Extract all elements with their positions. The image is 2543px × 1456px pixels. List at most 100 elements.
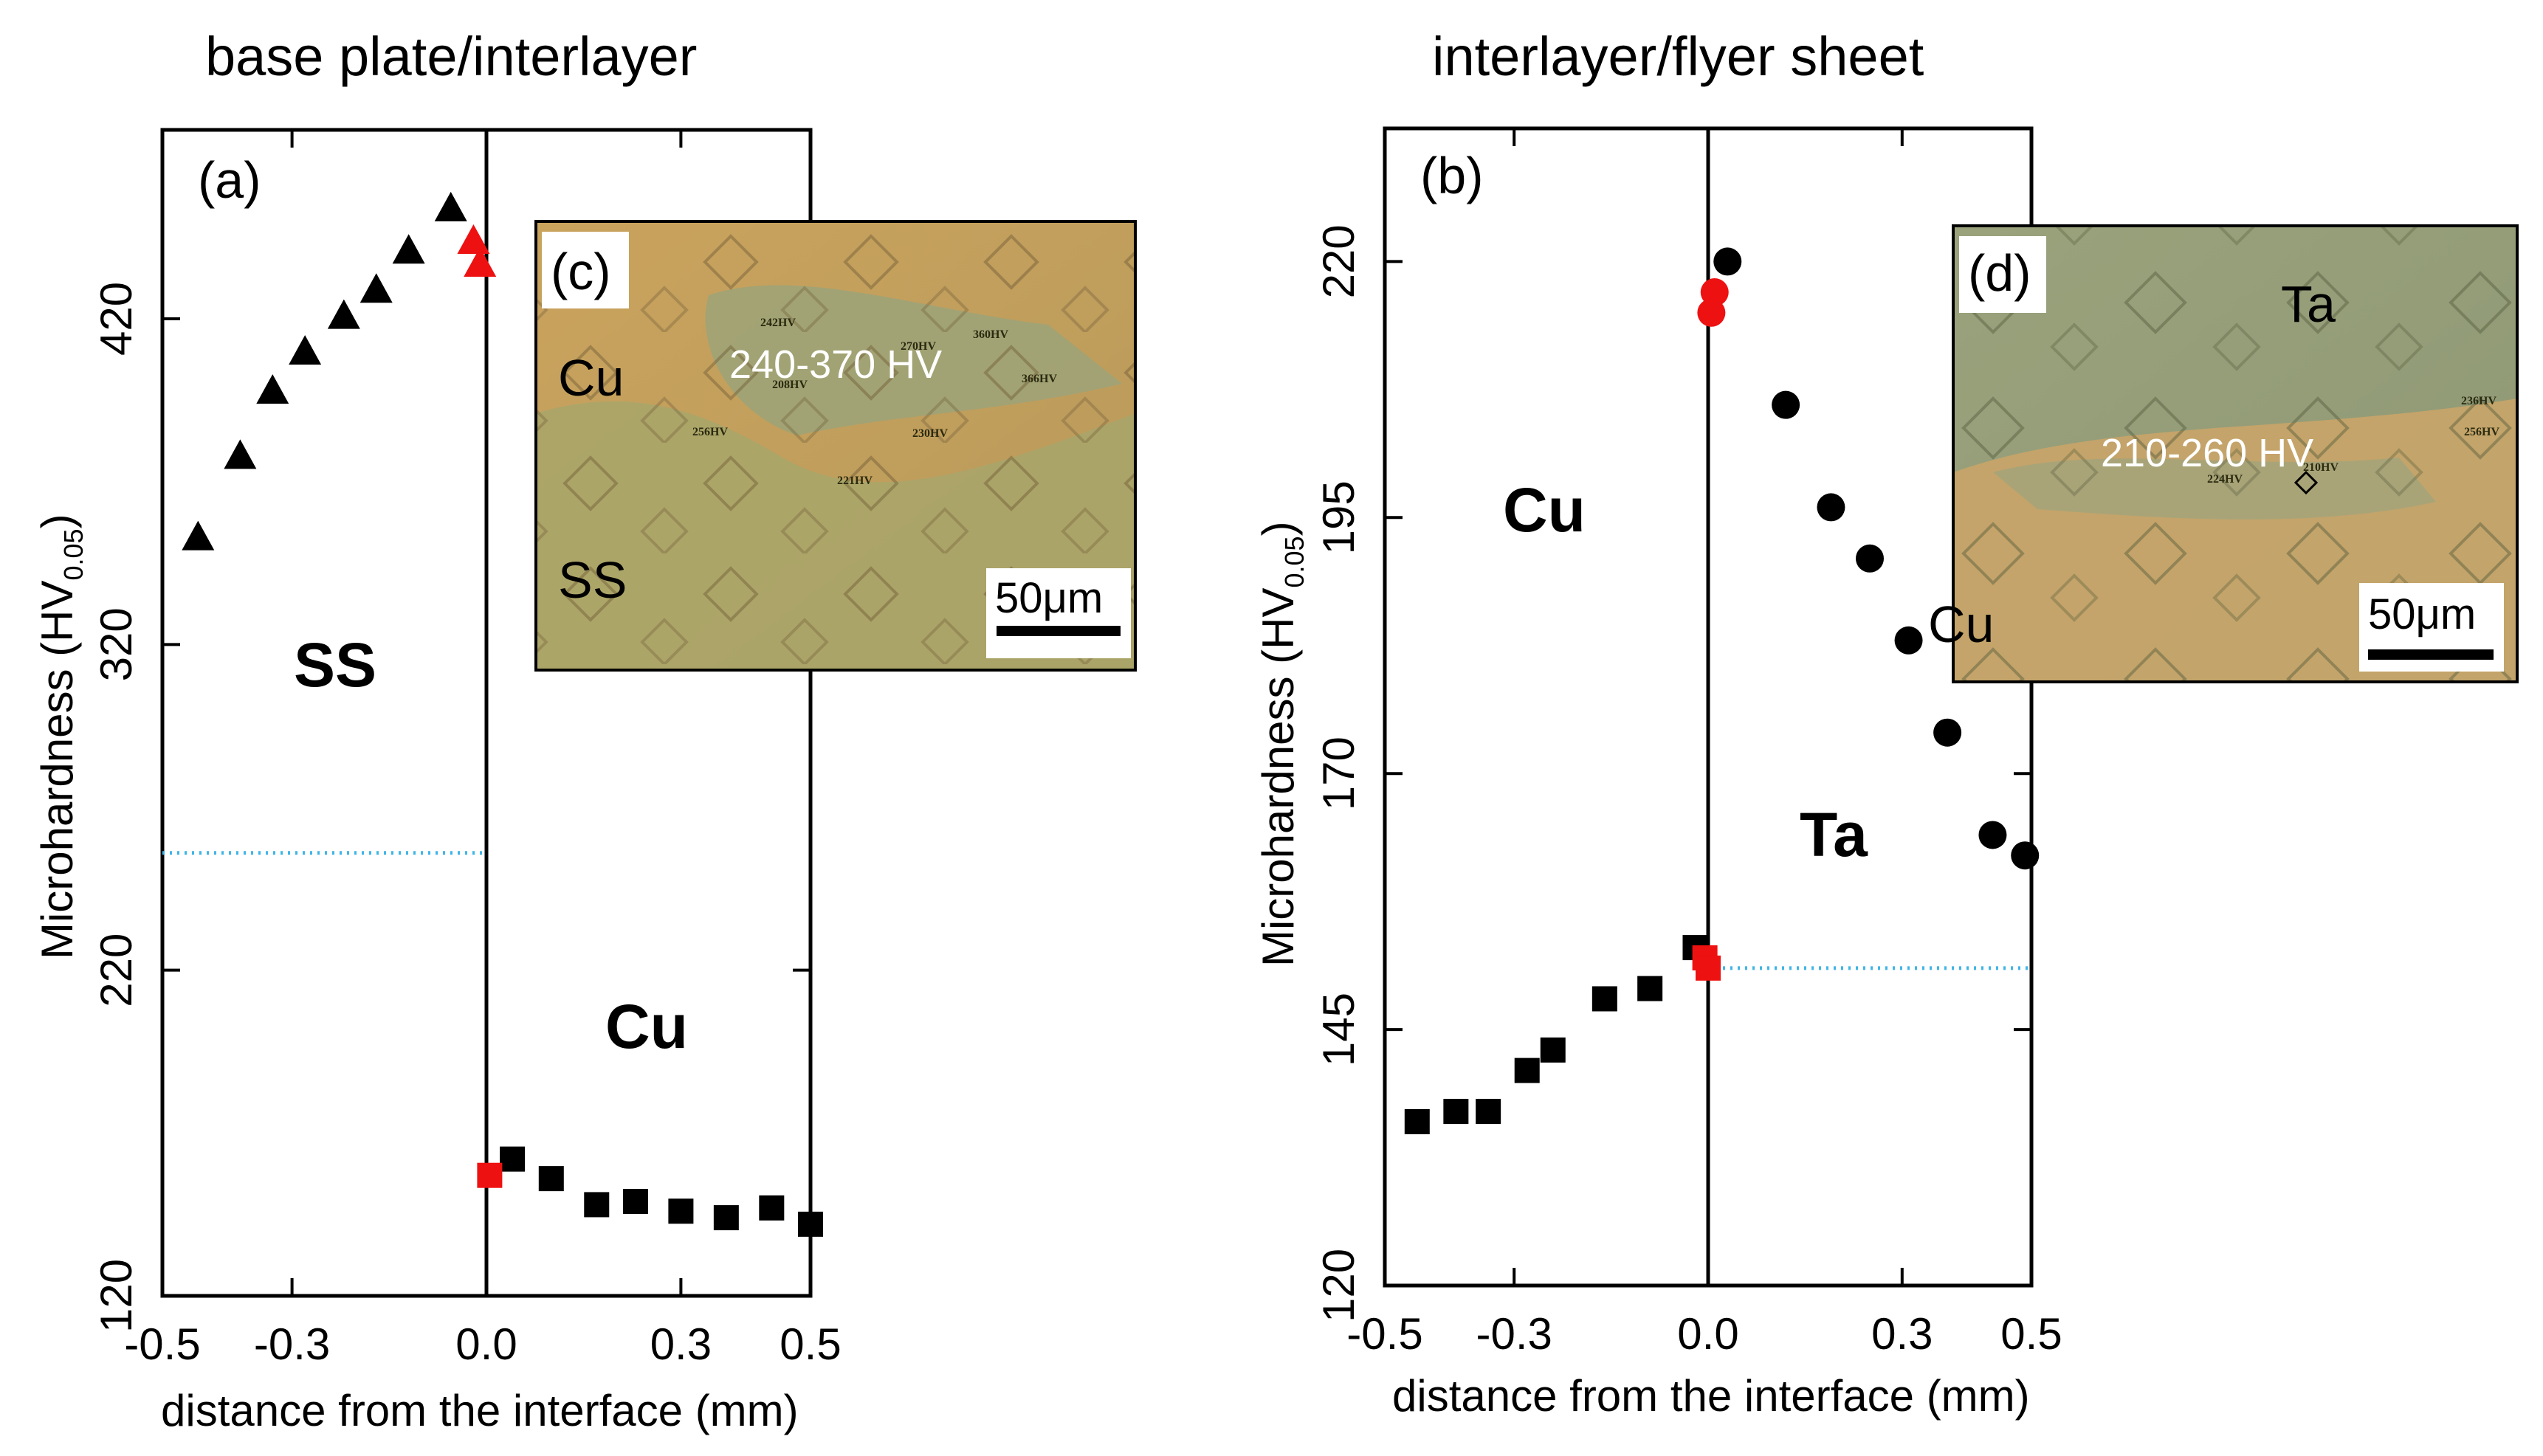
inset-c-range: 240-370 HV [729, 342, 942, 387]
panel-b-label-ta: Ta [1800, 800, 1868, 869]
inset-c-hv-3: 208HV [772, 379, 808, 391]
b-point-cu [1540, 1037, 1566, 1063]
inset-c-hv-6: 230HV [912, 427, 948, 440]
a-point-ss-interface [457, 224, 490, 255]
b-ytick-label: 220 [1314, 224, 1363, 298]
panel-a-title: base plate/interlayer [205, 26, 697, 87]
b-point-ta [1894, 626, 1923, 655]
b-point-ta [1772, 390, 1800, 419]
b-point-cu [1476, 1099, 1501, 1125]
inset-d-hv-3: 224HV [2207, 473, 2243, 486]
b-point-cu [1404, 1108, 1430, 1134]
panel-b-label-cu: Cu [1503, 475, 1586, 545]
b-point-ta-interface [1697, 298, 1726, 327]
a-point-cu [622, 1189, 648, 1215]
inset-c-cu-label: Cu [558, 349, 624, 407]
a-ytick-label: 420 [92, 282, 141, 356]
panel-b-title: interlayer/flyer sheet [1432, 26, 1924, 87]
a-xtick-label: -0.3 [254, 1319, 330, 1369]
a-point-cu [584, 1192, 610, 1218]
b-point-ta [1933, 718, 1962, 747]
b-xtick-label: -0.5 [1346, 1309, 1422, 1359]
a-point-ss [182, 520, 215, 551]
a-point-ss [327, 299, 360, 329]
panel-a-ylabel-sub: 0.05 [58, 528, 89, 580]
inset-d-scalebar-label: 50μm [2368, 590, 2476, 638]
a-point-cu [668, 1198, 694, 1224]
panel-a-label-ss: SS [294, 630, 376, 700]
inset-d-label: (d) [1968, 244, 2031, 302]
inset-c-label: (c) [551, 243, 611, 300]
a-point-ss [434, 191, 467, 221]
a-point-ss-interface [464, 246, 497, 277]
a-point-cu [759, 1195, 785, 1221]
panel-b-ylabel-close: ) [1253, 521, 1303, 536]
inset-d-cu-label: Cu [1928, 596, 1994, 653]
panel-b-label: (b) [1420, 147, 1484, 204]
a-xtick-label: 0.0 [455, 1319, 517, 1369]
b-point-ta [1856, 544, 1884, 573]
b-ytick-label: 145 [1314, 993, 1363, 1066]
panel-a-label-cu: Cu [605, 992, 688, 1061]
a-point-ss [289, 335, 322, 365]
inset-d-label-box [1959, 236, 2046, 313]
b-point-cu [1637, 976, 1663, 1001]
inset-c-hv-0: 242HV [760, 317, 796, 329]
inset-c-hv-4: 366HV [1022, 373, 1057, 385]
inset-d-hv-1: 256HV [2464, 426, 2499, 438]
b-point-cu [1591, 986, 1617, 1012]
inset-d-hv-0: 236HV [2461, 395, 2496, 407]
a-point-ss [392, 234, 425, 264]
a-point-cu-interface [477, 1162, 503, 1188]
inset-d-range: 210-260 HV [2101, 431, 2313, 475]
a-point-ss [359, 273, 393, 303]
a-ytick-label: 120 [92, 1259, 141, 1333]
b-point-ta [1978, 821, 2007, 849]
panel-a-marks [182, 191, 823, 1237]
inset-c-hv-7: 221HV [837, 475, 873, 487]
a-ytick-label: 220 [92, 934, 141, 1007]
b-xtick-label: 0.0 [1677, 1309, 1738, 1359]
panel-b-ylabel-sub: 0.05 [1279, 536, 1310, 587]
b-point-ta [1713, 247, 1742, 276]
panel-b-marks [1404, 247, 2040, 1134]
inset-c-hv-2: 360HV [973, 328, 1008, 341]
panel-a-axes: -0.5 -0.3 0.0 0.3 0.5 120 220 320 420 [92, 130, 842, 1369]
inset-c-hv-5: 256HV [692, 426, 728, 438]
inset-c-ss-label: SS [558, 551, 627, 609]
inset-d-ta-label: Ta [2281, 275, 2336, 333]
inset-d-indent-marker [2293, 470, 2319, 495]
a-xtick-label: 0.3 [650, 1319, 712, 1369]
panel-a-ylabel: Microhardness (HV0.05) [32, 514, 89, 959]
a-point-ss [224, 439, 257, 469]
b-xtick-label: 0.3 [1871, 1309, 1933, 1359]
panel-b-ylabel: Microhardness (HV0.05) [1253, 521, 1310, 967]
panel-b-xlabel: distance from the interface (mm) [1392, 1371, 2030, 1421]
b-ytick-label: 195 [1314, 480, 1363, 554]
b-xtick-label: -0.3 [1476, 1309, 1552, 1359]
a-xtick-label: -0.5 [124, 1319, 200, 1369]
a-point-cu [500, 1146, 526, 1172]
inset-c-scalebar-label: 50μm [995, 574, 1103, 622]
a-point-ss [256, 374, 289, 404]
inset-c-scalebar-box [986, 568, 1131, 658]
panel-a-label: (a) [198, 151, 261, 209]
inset-d-hv-2: 210HV [2303, 461, 2339, 474]
b-point-ta [2011, 841, 2040, 870]
a-point-cu [798, 1211, 823, 1237]
b-ytick-label: 120 [1314, 1249, 1363, 1322]
b-point-cu-interface [1696, 955, 1721, 981]
a-ytick-label: 320 [92, 607, 141, 681]
inset-c-label-box [542, 232, 629, 308]
inset-c-hv-1: 270HV [901, 340, 936, 353]
inset-c-scalebar [997, 626, 1121, 636]
a-xtick-label: 0.5 [780, 1319, 841, 1369]
panel-a-ylabel-close: ) [32, 514, 82, 528]
panel-a-xlabel: distance from the interface (mm) [161, 1386, 799, 1435]
b-ytick-label: 170 [1314, 736, 1363, 810]
b-point-cu [1443, 1099, 1469, 1125]
b-xtick-label: 0.5 [2000, 1309, 2062, 1359]
b-point-ta [1817, 493, 1845, 522]
inset-d-scalebar [2368, 649, 2494, 660]
